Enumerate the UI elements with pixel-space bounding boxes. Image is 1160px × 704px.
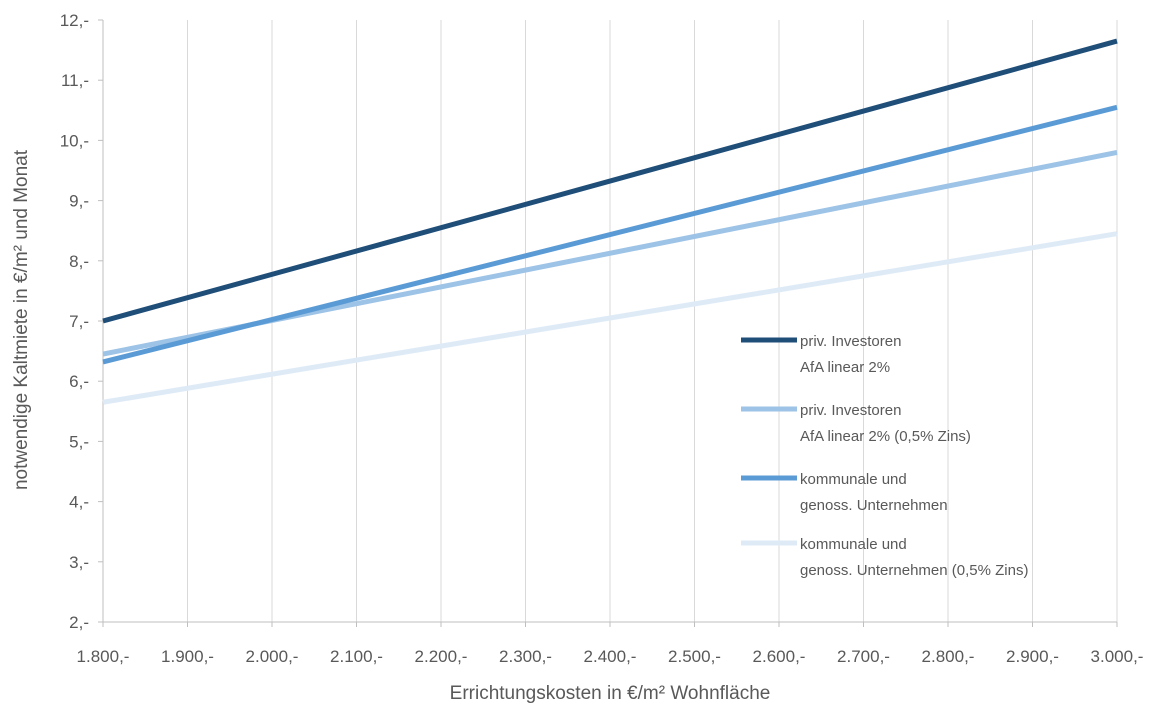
legend-label: genoss. Unternehmen xyxy=(800,497,948,514)
x-tick-label: 2.600,- xyxy=(753,647,806,666)
legend-label: priv. Investoren xyxy=(800,333,901,350)
y-tick-label: 5,- xyxy=(69,432,89,451)
x-tick-label: 2.300,- xyxy=(499,647,552,666)
y-tick-label: 12,- xyxy=(60,11,89,30)
legend-label: AfA linear 2% xyxy=(800,359,890,376)
series-line-1 xyxy=(102,38,1118,324)
y-tick-label: 9,- xyxy=(69,192,89,211)
y-axis-title: notwendige Kaltmiete in €/m² und Monat xyxy=(11,149,32,490)
x-tick-label: 2.900,- xyxy=(1006,647,1059,666)
x-tick-label: 2.000,- xyxy=(246,647,299,666)
x-tick-label: 1.800,- xyxy=(77,647,130,666)
y-tick-labels: 2,- 3,- 4,- 5,- 6,- 7,- 8,- 9,- 10,- 11,- 12,- xyxy=(60,11,89,632)
series-line-4 xyxy=(102,231,1118,405)
x-tick-label: 2.400,- xyxy=(584,647,637,666)
y-tick-label: 4,- xyxy=(69,493,89,512)
y-tick-label: 11,- xyxy=(61,71,89,90)
x-tick-label: 2.800,- xyxy=(922,647,975,666)
x-tick-label: 3.000,- xyxy=(1091,647,1144,666)
legend-label: kommunale und xyxy=(800,471,907,488)
legend-label: priv. Investoren xyxy=(800,402,901,419)
x-tick-label: 2.700,- xyxy=(837,647,890,666)
x-tick-label: 2.200,- xyxy=(415,647,468,666)
x-tick-label: 2.500,- xyxy=(668,647,721,666)
legend-label: genoss. Unternehmen (0,5% Zins) xyxy=(800,562,1028,579)
legend: priv. Investoren AfA linear 2% priv. Inves… xyxy=(741,333,1028,579)
x-axis-title: Errichtungskosten in €/m² Wohnfläche xyxy=(450,683,771,704)
series-line-3 xyxy=(102,104,1118,365)
legend-label: AfA linear 2% (0,5% Zins) xyxy=(800,428,971,445)
grid-lines xyxy=(187,20,1118,622)
y-tick-label: 6,- xyxy=(69,372,89,391)
y-tick-label: 2,- xyxy=(69,613,89,632)
y-tick-label: 7,- xyxy=(69,312,89,331)
x-tick-label: 2.100,- xyxy=(330,647,383,666)
x-tick-label: 1.900,- xyxy=(161,647,214,666)
y-tick-label: 10,- xyxy=(60,131,89,150)
y-tick-label: 3,- xyxy=(69,553,89,572)
y-tick-label: 8,- xyxy=(69,252,89,271)
x-tick-labels: 1.800,- 1.900,- 2.000,- 2.100,- 2.200,- 2.300… xyxy=(77,647,1144,666)
series-lines xyxy=(102,38,1118,405)
legend-label: kommunale und xyxy=(800,536,907,553)
